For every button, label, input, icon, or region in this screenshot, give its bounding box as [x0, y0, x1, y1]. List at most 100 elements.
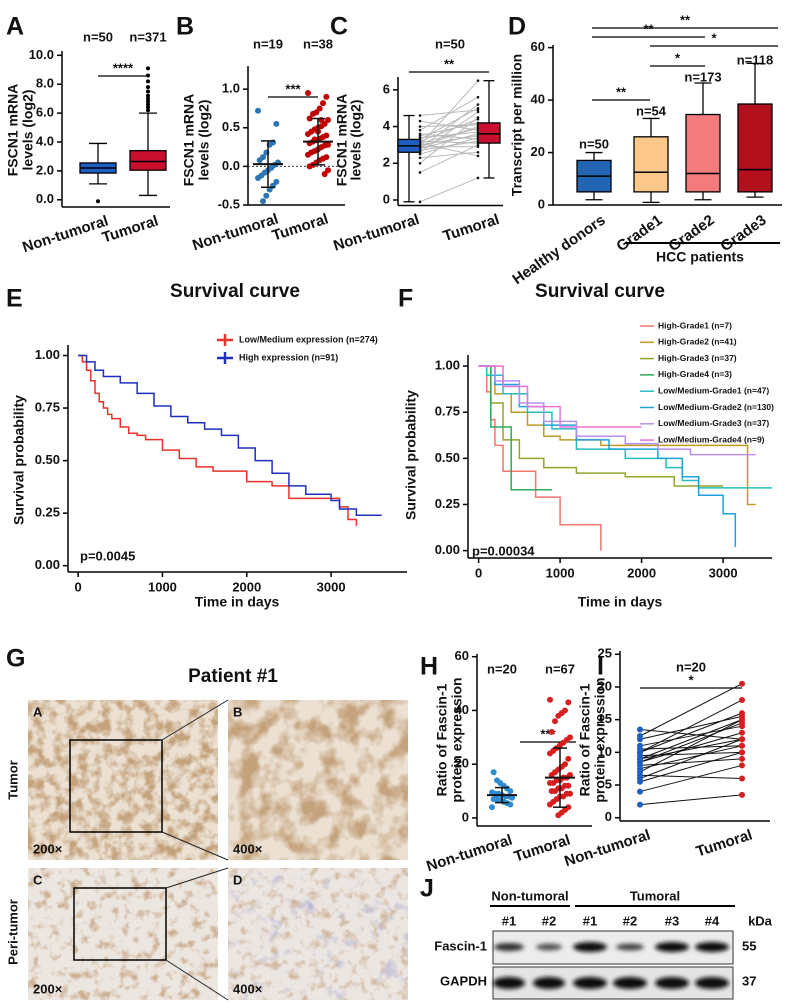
point: [321, 171, 328, 178]
point: [490, 769, 497, 776]
survival-curve: [78, 354, 358, 526]
y-tick-label: 0.50: [35, 452, 60, 467]
outlier: [146, 93, 150, 98]
point: [739, 697, 745, 704]
group-label: Tumoral: [630, 888, 680, 903]
row-label: Tumor: [5, 760, 20, 799]
y-tick-label: 0.00: [35, 557, 60, 572]
zoom-box: [73, 887, 167, 961]
survival-curve: [78, 354, 382, 516]
panel-g: G Patient #1 Tumor Peri-tumor A 200× B 4…: [5, 645, 408, 1001]
point: [255, 174, 261, 181]
y-tick-label: 10: [598, 744, 612, 759]
point: [418, 119, 422, 123]
pair-line: [639, 725, 743, 747]
x-tick-label: Healthy donors: [509, 212, 608, 289]
point: [418, 171, 422, 174]
point: [476, 150, 480, 154]
y-tick-label: 0: [605, 809, 612, 824]
band: [695, 942, 729, 952]
pair-line: [639, 715, 743, 740]
protein-label: Fascin-1: [434, 938, 487, 953]
micrograph-texture: [228, 700, 408, 860]
pair-line: [419, 144, 479, 173]
pair-line: [639, 774, 743, 779]
micrograph-texture: [28, 868, 218, 1000]
image-scale: 400×: [233, 841, 263, 856]
panel-letter: B: [176, 13, 194, 41]
point: [306, 115, 313, 122]
x-tick-label: 2000: [232, 579, 261, 594]
band: [655, 977, 689, 989]
n-label: n=20: [487, 661, 517, 676]
legend-label: High-Grade1 (n=7): [658, 320, 732, 330]
y-axis-label: Ratio of Fascin-1: [434, 683, 450, 796]
y-tick-label: 60: [531, 39, 545, 54]
point: [739, 742, 745, 749]
point: [489, 789, 495, 796]
point: [418, 200, 422, 204]
y-tick-label: 1.0: [222, 81, 240, 96]
y-tick-label: 0: [462, 809, 469, 824]
pair-line: [419, 133, 479, 140]
band: [573, 977, 607, 989]
band: [695, 977, 729, 989]
y-tick-label: 1.00: [435, 358, 460, 373]
point: [739, 762, 745, 769]
outlier: [146, 79, 150, 84]
y-axis-label: FSCN1 mRNA: [334, 94, 350, 187]
y-tick-label: 2: [383, 155, 390, 170]
y-tick-label: 0: [383, 191, 390, 206]
point: [565, 699, 572, 706]
group-label: Non-tumoral: [491, 888, 568, 903]
pair-line: [639, 719, 743, 760]
survival-curve: [478, 365, 756, 456]
y-tick-label: 20: [598, 678, 612, 693]
outlier: [146, 99, 150, 104]
pair-line: [639, 764, 743, 793]
pair-line: [419, 131, 479, 139]
x-tick-label: 0: [75, 579, 82, 594]
x-tick-label: Tumoral: [694, 826, 754, 860]
legend-label: Low/Medium expression (n=274): [239, 334, 378, 344]
pair-line: [639, 758, 743, 766]
y-tick-label: 0.0: [222, 158, 240, 173]
panel-title: Patient #1: [188, 666, 278, 687]
point: [637, 788, 643, 795]
image-letter: B: [233, 704, 242, 719]
point: [273, 120, 280, 127]
pair-line: [639, 719, 743, 773]
point: [476, 154, 480, 158]
image-letter: C: [33, 872, 43, 887]
x-tick-label: Non-tumoral: [190, 210, 280, 254]
legend-label: Low/Medium-Grade4 (n=9): [658, 434, 765, 444]
box: [737, 103, 773, 193]
pair-line: [419, 118, 479, 142]
zoom-line: [165, 959, 229, 1001]
point: [266, 186, 273, 193]
band: [533, 977, 565, 989]
band: [613, 977, 647, 989]
significance-label: **: [643, 21, 654, 36]
y-axis-label: FSCN1 mRNA: [181, 94, 197, 187]
point: [494, 777, 500, 784]
y-axis-label: levels (log2): [196, 100, 212, 181]
x-tick-label: 3000: [709, 565, 738, 580]
group-label: HCC patients: [656, 249, 744, 265]
x-tick-label: 1000: [148, 579, 177, 594]
pair-line: [639, 712, 743, 753]
pair-line: [419, 133, 479, 150]
point: [489, 804, 495, 811]
point: [476, 108, 480, 112]
n-label: n=371: [129, 29, 166, 44]
point: [476, 143, 480, 147]
significance-label: ****: [113, 60, 134, 75]
y-tick-label: 2.0: [36, 162, 54, 177]
lane-label: #4: [705, 913, 720, 928]
box: [685, 113, 721, 193]
legend-label: High-Grade3 (n=37): [658, 353, 737, 363]
point: [418, 156, 422, 160]
x-tick-label: Tumoral: [100, 212, 160, 246]
survival-curve: [478, 365, 724, 487]
zoom-line: [161, 831, 229, 861]
